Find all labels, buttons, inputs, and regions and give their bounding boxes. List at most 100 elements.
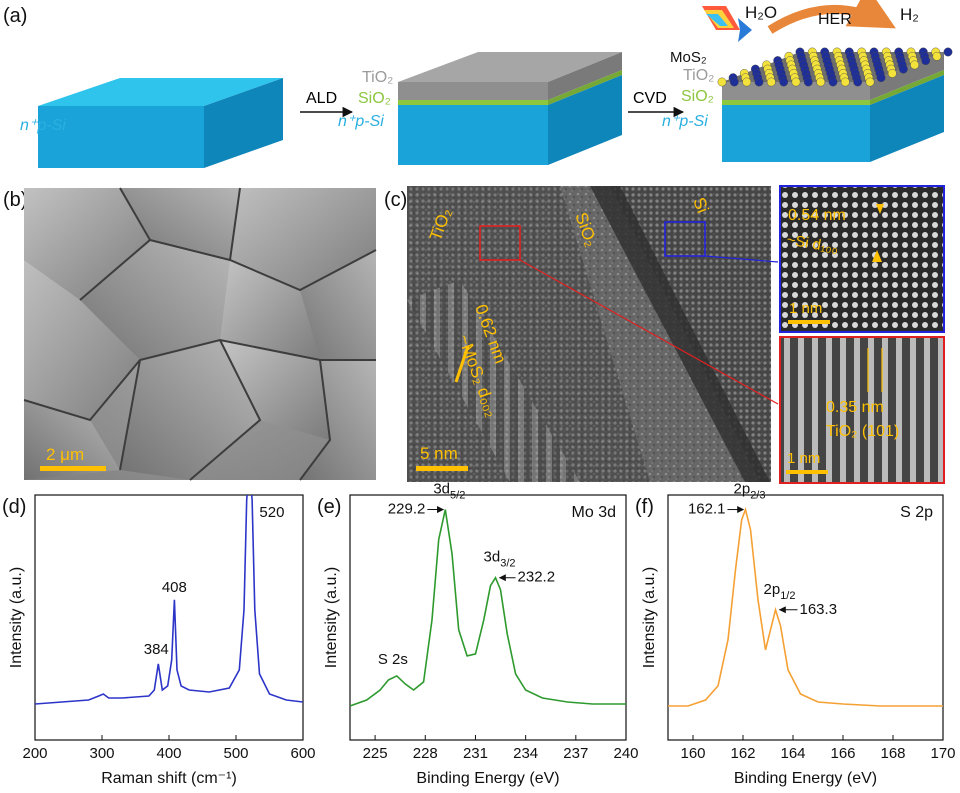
layer-mos2-label: MoS₂ [670, 49, 707, 66]
x-axis-label: Binding Energy (eV) [416, 770, 559, 787]
panel-a: (a) n⁺p-Si ALD TiO₂ SiO₂ n⁺p-Si CVD [3, 0, 953, 168]
x-tick-label: 160 [680, 745, 705, 762]
mos2-atom [853, 77, 863, 87]
inset-tio2-label: TiO₂ (101) [826, 423, 899, 440]
peak-orbital-label: 2p2/3 [734, 481, 766, 502]
ald-label: ALD [306, 90, 337, 107]
tem-si-box [664, 221, 706, 257]
mos2-atom [729, 77, 739, 87]
mos2-layer [717, 47, 953, 87]
chart-title: S 2p [900, 504, 933, 521]
mos2-atom [840, 77, 850, 87]
substrate-label-2: n⁺p-Si [338, 113, 384, 130]
x-tick-label: 162 [730, 745, 755, 762]
peak-orbital-label: 2p1/2 [764, 581, 796, 602]
layer-sio2-label-3: SiO₂ [681, 88, 714, 105]
mos2-atom [791, 77, 801, 87]
tem-tio2-box [479, 225, 521, 261]
inset-tio2-scale-label: 1 nm [787, 450, 820, 467]
x-tick-label: 300 [89, 745, 114, 762]
mos2-atom [816, 77, 826, 87]
peak-orbital-sub: 3/2 [500, 558, 515, 570]
y-axis-label: Intensity (a.u.) [8, 567, 25, 668]
mos2-atom [932, 51, 942, 61]
x-axis-label: Binding Energy (eV) [734, 770, 877, 787]
mos2-atom [921, 56, 931, 65]
her-arrow-icon [767, 0, 896, 34]
x-tick-label: 164 [780, 745, 805, 762]
sem-scale-bar [40, 466, 106, 471]
x-tick-label: 225 [363, 745, 388, 762]
chart-title: Mo 3d [572, 504, 616, 521]
peak-orbital-sub: 5/2 [450, 490, 465, 502]
inset-tio2-spacing: 0.35 nm [826, 399, 884, 416]
panel-b: (b) 2 μm [3, 188, 376, 480]
panel-label-e: (e) [317, 496, 341, 518]
tem-scale-bar [416, 466, 468, 471]
spectrum-line-d [35, 495, 303, 705]
peak-label: 229.2 [388, 501, 426, 518]
peak-label: 163.3 [800, 601, 838, 618]
mos2-atom [742, 77, 752, 87]
peak-orbital-sub: 1/2 [780, 590, 795, 602]
x-axis-label: Raman shift (cm⁻¹) [101, 770, 237, 787]
peak-orbital-sub: 2/3 [750, 490, 765, 502]
sem-scale-label: 2 μm [46, 445, 84, 464]
inset-si-image [779, 185, 945, 333]
peak-label: 232.2 [518, 569, 556, 586]
mos2-atom [899, 64, 908, 74]
x-tick-label: 237 [563, 745, 588, 762]
h2-label: H₂ [900, 5, 919, 24]
inset-si-arrow-up-icon [872, 250, 882, 262]
light-icon [702, 6, 752, 42]
mos2-atom [779, 77, 789, 87]
layer-sio2-label-2: SiO₂ [358, 90, 391, 107]
h2o-label: H₂O [745, 3, 777, 22]
substrate-block-2 [398, 52, 622, 165]
peak-label: S 2s [378, 651, 408, 668]
mos2-atom [865, 77, 875, 87]
y-axis-label: Intensity (a.u.) [641, 567, 658, 668]
peak-label: 408 [162, 579, 187, 596]
tem-zoom-line-blue [704, 255, 779, 263]
panel-label-d: (d) [2, 496, 26, 518]
tem-scale-label: 5 nm [420, 444, 458, 463]
x-tick-label: 240 [613, 745, 638, 762]
layer-tio2-label-2: TiO₂ [362, 69, 393, 86]
layer-tio2-label-3: TiO₂ [683, 67, 714, 84]
panel-label-c: (c) [384, 189, 407, 211]
sem-pyramids [24, 188, 376, 480]
x-tick-label: 234 [513, 745, 538, 762]
substrate-label-1: n⁺p-Si [20, 117, 66, 134]
x-tick-label: 200 [22, 745, 47, 762]
mos2-atom [943, 47, 953, 57]
inset-tio2-image [779, 336, 945, 484]
x-tick-label: 228 [413, 745, 438, 762]
inset-si-spacing: 0.54 nm [788, 207, 846, 224]
spectrum-line-f [668, 506, 943, 707]
chart-e: (e) 225 228 231 234 237 240 Binding Energy (eV)… [317, 481, 639, 787]
her-label: HER [818, 11, 852, 28]
mos2-atom [717, 77, 727, 87]
mos2-atom [766, 77, 776, 87]
chart-d: (d) 200 300 400 500 600 Raman shift (cm⁻¹) Inte… [2, 494, 316, 787]
tem-spacing-arrow-icon [454, 345, 470, 383]
cvd-label: CVD [633, 90, 667, 107]
substrate-block-1 [38, 78, 283, 168]
x-tick-label: 400 [156, 745, 181, 762]
peak-orbital-label: 3d5/2 [433, 481, 465, 502]
tem-zoom-line-red [519, 259, 779, 405]
panel-label-a: (a) [3, 5, 27, 27]
x-tick-label: 231 [463, 745, 488, 762]
inset-si-scale-label: 1 nm [789, 300, 822, 317]
inset-si-arrow-down-icon [876, 204, 884, 214]
substrate-label-3: n⁺p-Si [662, 113, 708, 130]
chart-frame-f [667, 494, 944, 741]
chart-frame-e [349, 494, 627, 741]
tem-si-label: Si [689, 195, 712, 216]
mos2-atom [828, 77, 838, 87]
mos2-atom [910, 60, 919, 70]
panel-c: (c) TiO₂ SiO₂ Si 0.62 nm ~MoS₂ d₀₀₂ 5 nm… [384, 185, 945, 484]
panel-label-f: (f) [635, 496, 654, 518]
